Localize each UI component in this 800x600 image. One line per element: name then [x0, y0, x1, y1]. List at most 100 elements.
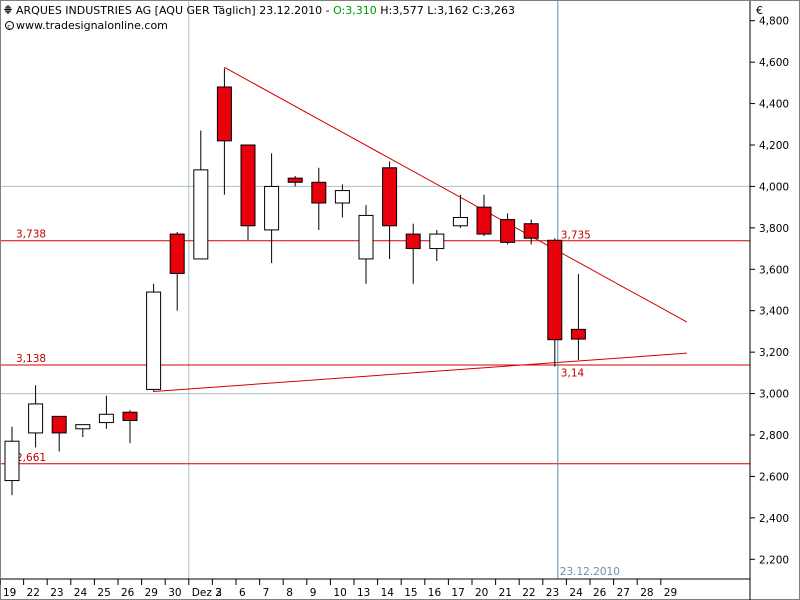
grid-layer: [1, 1, 750, 579]
y-tick-label: 4,800: [759, 16, 789, 28]
candle[interactable]: [547, 238, 563, 367]
y-tick-label: 3,200: [759, 347, 789, 359]
candles: [4, 68, 586, 496]
candle[interactable]: [476, 194, 492, 237]
x-tick-label: 29: [664, 587, 677, 599]
candle[interactable]: [358, 205, 374, 284]
candle-body: [311, 181, 327, 204]
x-tick-label: 3: [215, 587, 222, 599]
x-tick-label: 26: [593, 587, 607, 599]
candle-body: [51, 415, 67, 434]
x-tick-label: 30: [168, 587, 181, 599]
level-label: 3,738: [16, 229, 46, 241]
candle[interactable]: [429, 229, 445, 261]
candle[interactable]: [240, 144, 256, 241]
cursor-date-label: 23.12.2010: [560, 566, 620, 578]
candle[interactable]: [216, 68, 232, 195]
x-tick-label: 19: [3, 587, 16, 599]
candle-body: [146, 291, 162, 390]
candle-body: [500, 219, 516, 243]
candle-body: [193, 169, 209, 260]
y-tick-label: 2,200: [759, 554, 789, 566]
candle-body: [405, 233, 421, 250]
y-tick-label: 3,000: [759, 389, 789, 401]
candle[interactable]: [287, 176, 303, 187]
svg-text:c: c: [7, 22, 11, 30]
header: ARQUES INDUSTRIES AG [AQU GER Täglich] 2…: [4, 4, 763, 32]
y-tick-label: 3,800: [759, 223, 789, 235]
candle-body: [240, 144, 256, 227]
candle[interactable]: [311, 167, 327, 230]
horizontal-levels: 3,738 3,138 2,661: [1, 229, 750, 465]
y-tick-label: 3,600: [759, 264, 789, 276]
header-ohlc: H:3,577 L:3,162 C:3,263: [377, 4, 515, 17]
plot-background: [1, 1, 750, 579]
header-line: ARQUES INDUSTRIES AG [AQU GER Täglich] 2…: [16, 4, 515, 17]
x-tick-label: 22: [27, 587, 40, 599]
candle-body: [216, 86, 232, 142]
candle-body: [570, 328, 586, 340]
candle-body: [452, 217, 468, 227]
candle[interactable]: [500, 213, 516, 245]
x-tick-label: 29: [145, 587, 158, 599]
pin-icon[interactable]: [4, 5, 12, 14]
y-tick-label: 3,400: [759, 306, 789, 318]
price-annotation: 3,14: [561, 368, 585, 380]
candle-body: [264, 185, 280, 231]
candle[interactable]: [523, 219, 539, 245]
x-tick-label: 24: [74, 587, 88, 599]
x-tick-label: 23: [546, 587, 559, 599]
annotations: 3,735 3,14 23.12.2010: [560, 229, 620, 578]
candle[interactable]: [382, 161, 398, 259]
y-tick-label: 4,400: [759, 99, 789, 111]
candle-body: [358, 214, 374, 260]
candle-body: [382, 167, 398, 227]
candle[interactable]: [169, 232, 185, 311]
y-tick-label: 4,000: [759, 181, 789, 193]
x-tick-label: 15: [404, 587, 417, 599]
candle[interactable]: [28, 385, 44, 448]
y-tick-label: 4,600: [759, 57, 789, 69]
x-tick-label: 23: [50, 587, 63, 599]
candle-body: [28, 403, 44, 434]
x-tick-label: 9: [310, 587, 317, 599]
candle[interactable]: [98, 395, 114, 429]
x-tick-label: 21: [499, 587, 512, 599]
candle[interactable]: [193, 130, 209, 260]
candle[interactable]: [570, 274, 586, 361]
candle[interactable]: [334, 184, 350, 218]
candle-body: [122, 411, 138, 422]
candle[interactable]: [146, 283, 162, 392]
candle-body: [334, 190, 350, 204]
candle-body: [98, 413, 114, 424]
candle[interactable]: [452, 194, 468, 228]
x-tick-label: 27: [617, 587, 630, 599]
currency-label: €: [756, 4, 763, 17]
candle-body: [547, 239, 563, 341]
candle[interactable]: [51, 415, 67, 452]
x-tick-label: 24: [569, 587, 583, 599]
candle[interactable]: [75, 424, 91, 438]
candle-body: [429, 233, 445, 250]
trendline[interactable]: [153, 352, 687, 392]
y-tick-label: 2,600: [759, 471, 789, 483]
header-open: O:3,310: [333, 4, 377, 17]
candle[interactable]: [405, 223, 421, 284]
candle[interactable]: [264, 153, 280, 264]
source-url: www.tradesignalonline.com: [16, 19, 168, 32]
x-tick-label: 13: [357, 587, 370, 599]
level-label: 3,138: [16, 353, 46, 365]
x-tick-label: 28: [640, 587, 653, 599]
x-tick-label: 20: [475, 587, 488, 599]
y-tick-label: 2,800: [759, 430, 789, 442]
candle[interactable]: [4, 426, 20, 496]
candle-body: [75, 424, 91, 430]
trendline[interactable]: [224, 66, 688, 323]
x-tick-label: 14: [381, 587, 395, 599]
x-tick-label: 22: [522, 587, 535, 599]
price-annotation: 3,735: [561, 229, 591, 241]
candle[interactable]: [122, 410, 138, 444]
